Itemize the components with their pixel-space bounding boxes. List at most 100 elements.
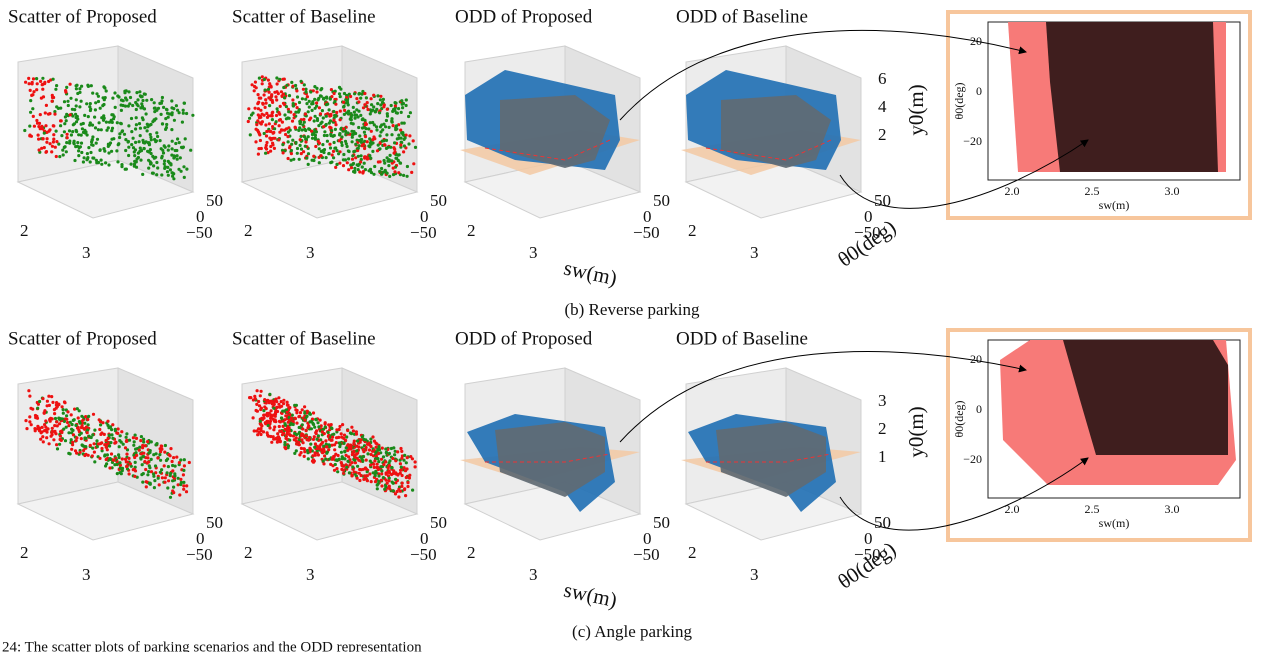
scatter-point bbox=[334, 441, 338, 445]
scatter-point bbox=[315, 429, 319, 433]
scatter-point bbox=[322, 125, 326, 129]
scatter-point bbox=[363, 155, 367, 159]
y-tick-label: −50 bbox=[186, 545, 213, 564]
scatter-point bbox=[117, 142, 121, 146]
scatter-point bbox=[29, 423, 33, 427]
scatter-point bbox=[83, 436, 87, 440]
scatter-point bbox=[381, 455, 386, 459]
scatter-point bbox=[344, 129, 348, 134]
scatter-point bbox=[354, 156, 358, 160]
scatter-point bbox=[169, 163, 173, 167]
scatter-point bbox=[322, 133, 326, 138]
scatter-point bbox=[43, 429, 47, 433]
scatter-point bbox=[151, 120, 155, 124]
scatter-point bbox=[376, 447, 380, 451]
scatter-point bbox=[116, 94, 120, 98]
scatter-point bbox=[80, 84, 84, 88]
scatter-point bbox=[277, 402, 281, 406]
scatter-point bbox=[85, 431, 89, 435]
scatter-point bbox=[314, 130, 318, 134]
scatter-point bbox=[138, 445, 142, 449]
scatter-point bbox=[63, 115, 67, 119]
scatter-point bbox=[340, 143, 344, 147]
scatter-point bbox=[367, 169, 371, 173]
scatter-point bbox=[402, 458, 406, 462]
scatter-point bbox=[284, 446, 288, 450]
scatter-point bbox=[72, 418, 76, 422]
scatter-point bbox=[332, 468, 337, 472]
scatter-point bbox=[382, 139, 386, 143]
scatter-point bbox=[77, 146, 81, 150]
scatter-point bbox=[66, 420, 70, 425]
scatter-point bbox=[139, 149, 144, 153]
scatter-point bbox=[356, 464, 360, 468]
scatter-point bbox=[333, 448, 337, 452]
scatter-point bbox=[404, 133, 408, 137]
scatter-point bbox=[142, 147, 146, 151]
scatter-point bbox=[353, 169, 357, 173]
scatter-point bbox=[108, 457, 113, 461]
scatter-point bbox=[96, 128, 100, 132]
scatter-point bbox=[282, 398, 286, 402]
scatter-point bbox=[35, 88, 39, 92]
scatter-point bbox=[273, 412, 278, 416]
scatter-point bbox=[142, 440, 146, 444]
scatter-point bbox=[398, 489, 402, 493]
scatter-point bbox=[143, 92, 147, 96]
x-tick-label: 3 bbox=[750, 565, 759, 584]
scatter-point bbox=[279, 90, 283, 94]
x-tick-label: 2 bbox=[244, 543, 253, 562]
scatter-point bbox=[399, 128, 403, 132]
scatter-point bbox=[179, 458, 183, 462]
scatter-point bbox=[384, 138, 389, 142]
scatter-point bbox=[377, 479, 381, 483]
scatter-point bbox=[290, 80, 294, 84]
scatter-point bbox=[294, 110, 298, 114]
scatter-point bbox=[298, 453, 302, 457]
scatter-point bbox=[79, 133, 83, 137]
scatter-point bbox=[139, 106, 143, 110]
scatter-point bbox=[160, 95, 164, 100]
scatter-point bbox=[134, 107, 138, 112]
scatter-point bbox=[118, 135, 122, 140]
scatter-point bbox=[353, 166, 357, 170]
scatter-point bbox=[331, 456, 335, 460]
scatter-point bbox=[67, 129, 72, 133]
boundary-line bbox=[485, 453, 611, 463]
scatter-point bbox=[78, 105, 82, 109]
scatter-point bbox=[138, 126, 142, 130]
scatter-point bbox=[92, 442, 96, 446]
scatter-point bbox=[177, 461, 181, 465]
scatter-point bbox=[360, 435, 364, 439]
inset-x-tick: 2.0 bbox=[1005, 184, 1020, 198]
z-tick-label: 1 bbox=[878, 447, 887, 466]
inset-x-tick: 3.0 bbox=[1165, 502, 1180, 516]
scatter-point bbox=[108, 466, 112, 470]
scatter-point bbox=[285, 432, 289, 436]
scatter-point bbox=[313, 85, 317, 89]
scatter-point bbox=[402, 121, 406, 125]
scatter-point bbox=[338, 161, 342, 165]
scatter-point bbox=[384, 460, 388, 464]
scatter-point bbox=[316, 453, 320, 457]
scatter-point bbox=[147, 481, 152, 485]
scatter-point bbox=[24, 419, 28, 423]
scatter-point bbox=[294, 403, 298, 407]
scatter-point bbox=[390, 466, 394, 470]
scatter-point bbox=[360, 118, 364, 122]
scatter-point bbox=[350, 135, 354, 139]
scatter-point bbox=[278, 112, 282, 116]
scatter-point bbox=[153, 110, 157, 114]
scatter-point bbox=[376, 160, 380, 164]
scatter-point bbox=[404, 461, 408, 465]
scatter-point bbox=[147, 158, 151, 162]
scatter-point bbox=[359, 438, 363, 442]
scatter-point bbox=[92, 450, 96, 454]
scatter-point bbox=[322, 148, 327, 152]
scatter-point bbox=[342, 152, 346, 157]
scatter-point bbox=[305, 438, 309, 442]
scatter-point bbox=[160, 476, 164, 480]
scatter-point bbox=[259, 427, 263, 431]
inset-x-tick: 2.5 bbox=[1085, 502, 1100, 516]
scatter-point bbox=[63, 122, 67, 126]
